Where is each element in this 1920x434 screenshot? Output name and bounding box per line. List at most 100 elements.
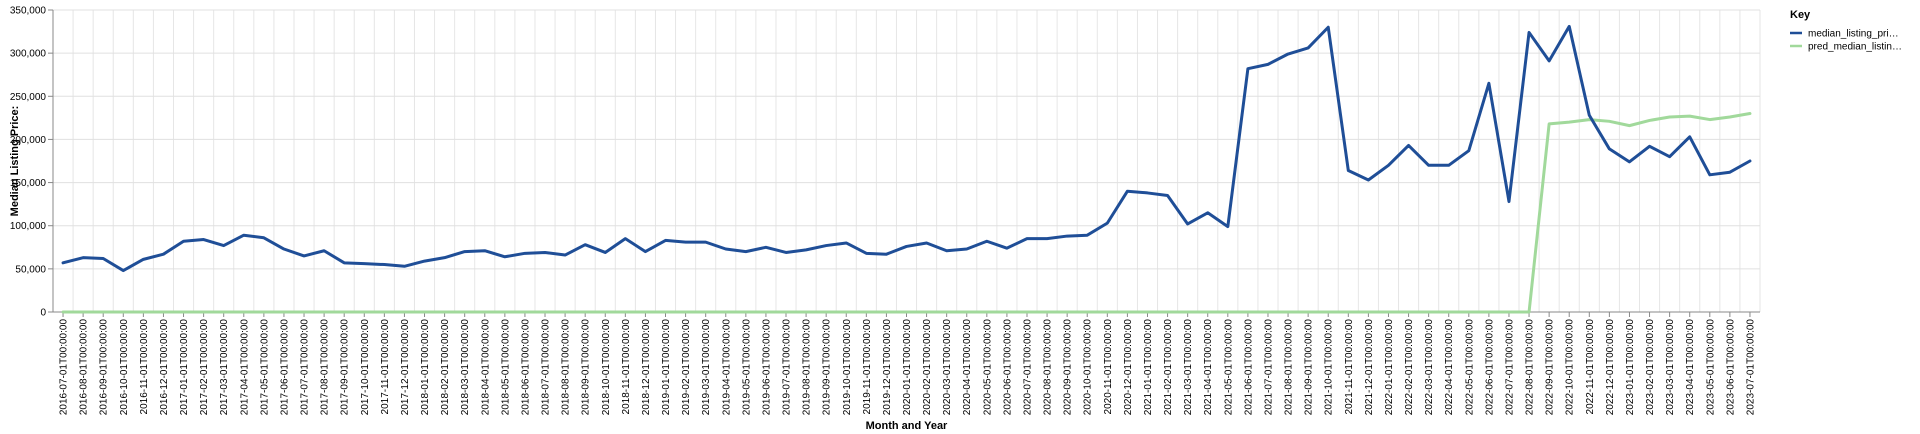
x-tick-label: 2020-07-01T00:00:00 [1022, 319, 1033, 416]
y-tick-label: 50,000 [15, 264, 46, 275]
series-line-median-listing-price [61, 24, 1752, 273]
x-tick-label: 2018-09-01T00:00:00 [581, 319, 592, 416]
x-tick-label: 2021-04-01T00:00:00 [1203, 319, 1214, 416]
y-tick-label: 250,000 [10, 92, 47, 103]
x-tick-label: 2022-07-01T00:00:00 [1504, 319, 1515, 416]
axes: 0 50,000 100,000 150,000 200,000 250,000 300,0… [10, 6, 1760, 416]
x-tick-label: 2019-02-01T00:00:00 [681, 319, 692, 416]
y-tick-label: 150,000 [10, 178, 47, 189]
x-tick-label: 2019-08-01T00:00:00 [802, 319, 813, 416]
x-tick-label: 2017-12-01T00:00:00 [400, 319, 411, 416]
x-tick-label: 2021-10-01T00:00:00 [1324, 319, 1335, 416]
x-tick-label: 2018-01-01T00:00:00 [420, 319, 431, 416]
x-tick-label: 2021-09-01T00:00:00 [1304, 319, 1315, 416]
x-tick-label: 2016-11-01T00:00:00 [139, 319, 150, 415]
x-tick-label: 2018-07-01T00:00:00 [541, 319, 552, 416]
x-tick-label: 2018-11-01T00:00:00 [621, 319, 632, 415]
x-tick-label: 2022-08-01T00:00:00 [1525, 319, 1536, 416]
x-tick-label: 2020-04-01T00:00:00 [962, 319, 973, 416]
legend-label-pred-median-listing-price: pred_median_listin… [1808, 42, 1902, 53]
x-tick-label: 2021-11-01T00:00:00 [1344, 319, 1355, 415]
x-tick-label: 2022-10-01T00:00:00 [1565, 319, 1576, 416]
x-tick-label: 2021-05-01T00:00:00 [1223, 319, 1234, 416]
x-tick-label: 2020-01-01T00:00:00 [902, 319, 913, 416]
y-tick-label: 0 [40, 308, 46, 319]
x-tick-label: 2022-05-01T00:00:00 [1464, 319, 1475, 416]
x-tick-label: 2020-08-01T00:00:00 [1043, 319, 1054, 416]
x-tick-label: 2019-11-01T00:00:00 [862, 319, 873, 415]
x-tick-label: 2017-07-01T00:00:00 [300, 319, 311, 416]
x-tick-label: 2023-03-01T00:00:00 [1665, 319, 1676, 416]
x-tick-label: 2023-05-01T00:00:00 [1705, 319, 1716, 416]
x-tick-label: 2017-04-01T00:00:00 [239, 319, 250, 416]
x-tick-label: 2023-01-01T00:00:00 [1625, 319, 1636, 416]
x-tick-label: 2021-08-01T00:00:00 [1284, 319, 1295, 416]
x-tick-label: 2019-01-01T00:00:00 [661, 319, 672, 416]
y-tick-label: 100,000 [10, 221, 47, 232]
x-tick-label: 2017-05-01T00:00:00 [259, 319, 270, 416]
x-tick-label: 2019-03-01T00:00:00 [701, 319, 712, 416]
x-tick-label: 2019-07-01T00:00:00 [782, 319, 793, 416]
x-tick-label: 2020-03-01T00:00:00 [942, 319, 953, 416]
x-tick-label: 2021-07-01T00:00:00 [1263, 319, 1274, 416]
series-line-pred-median-listing-price [61, 112, 1752, 314]
x-tick-label: 2018-08-01T00:00:00 [561, 319, 572, 416]
x-tick-label: 2017-10-01T00:00:00 [360, 319, 371, 416]
x-tick-label: 2020-02-01T00:00:00 [922, 319, 933, 416]
x-tick-label: 2023-06-01T00:00:00 [1725, 319, 1736, 416]
x-tick-label: 2019-06-01T00:00:00 [761, 319, 772, 416]
x-tick-label: 2018-06-01T00:00:00 [520, 319, 531, 416]
x-tick-label: 2020-12-01T00:00:00 [1123, 319, 1134, 416]
x-tick-label: 2019-12-01T00:00:00 [882, 319, 893, 416]
x-tick-label: 2018-04-01T00:00:00 [480, 319, 491, 416]
x-axis-title: Month and Year [866, 420, 948, 432]
gridlines [52, 9, 1761, 313]
x-tick-label: 2017-09-01T00:00:00 [340, 319, 351, 416]
x-tick-label: 2022-01-01T00:00:00 [1384, 319, 1395, 416]
x-tick-label: 2022-04-01T00:00:00 [1444, 319, 1455, 416]
y-tick-label: 200,000 [10, 135, 47, 146]
legend-label-median-listing-price: median_listing_pri… [1808, 29, 1899, 40]
y-tick-label: 300,000 [10, 49, 47, 60]
x-tick-label: 2021-06-01T00:00:00 [1243, 319, 1254, 416]
x-tick-label: 2016-12-01T00:00:00 [159, 319, 170, 416]
x-tick-label: 2018-02-01T00:00:00 [440, 319, 451, 416]
x-tick-label: 2023-04-01T00:00:00 [1685, 319, 1696, 416]
x-tick-label: 2022-06-01T00:00:00 [1484, 319, 1495, 416]
x-tick-label: 2017-08-01T00:00:00 [320, 319, 331, 416]
x-tick-label: 2018-10-01T00:00:00 [601, 319, 612, 416]
x-tick-label: 2020-06-01T00:00:00 [1002, 319, 1013, 416]
x-tick-label: 2017-03-01T00:00:00 [219, 319, 230, 416]
x-tick-label: 2018-05-01T00:00:00 [500, 319, 511, 416]
x-tick-label: 2019-04-01T00:00:00 [721, 319, 732, 416]
x-tick-label: 2018-03-01T00:00:00 [460, 319, 471, 416]
x-tick-label: 2016-07-01T00:00:00 [59, 319, 70, 416]
x-tick-label: 2020-05-01T00:00:00 [982, 319, 993, 416]
x-tick-label: 2016-08-01T00:00:00 [79, 319, 90, 416]
x-tick-label: 2017-06-01T00:00:00 [279, 319, 290, 416]
x-tick-label: 2019-10-01T00:00:00 [842, 319, 853, 416]
legend: Key median_listing_pri… pred_median_listi… [1790, 9, 1902, 53]
x-tick-label: 2022-12-01T00:00:00 [1605, 319, 1616, 416]
x-tick-label: 2022-03-01T00:00:00 [1424, 319, 1435, 416]
x-tick-label: 2023-02-01T00:00:00 [1645, 319, 1656, 416]
x-tick-label: 2021-02-01T00:00:00 [1163, 319, 1174, 416]
y-axis-title: Median Listing Price: [9, 106, 21, 217]
x-tick-label: 2021-03-01T00:00:00 [1183, 319, 1194, 416]
x-tick-label: 2022-09-01T00:00:00 [1545, 319, 1556, 416]
x-tick-label: 2017-02-01T00:00:00 [199, 319, 210, 416]
x-tick-label: 2016-10-01T00:00:00 [119, 319, 130, 416]
x-tick-label: 2022-02-01T00:00:00 [1404, 319, 1415, 416]
x-tick-label: 2021-01-01T00:00:00 [1143, 319, 1154, 416]
x-tick-label: 2023-07-01T00:00:00 [1745, 319, 1756, 416]
x-tick-label: 2019-05-01T00:00:00 [741, 319, 752, 416]
x-tick-label: 2017-11-01T00:00:00 [380, 319, 391, 415]
x-tick-label: 2020-10-01T00:00:00 [1083, 319, 1094, 416]
x-tick-label: 2021-12-01T00:00:00 [1364, 319, 1375, 416]
x-tick-label: 2017-01-01T00:00:00 [179, 319, 190, 416]
x-tick-label: 2019-09-01T00:00:00 [822, 319, 833, 416]
x-tick-label: 2020-11-01T00:00:00 [1103, 319, 1114, 415]
x-tick-label: 2020-09-01T00:00:00 [1063, 319, 1074, 416]
y-tick-label: 350,000 [10, 6, 47, 17]
